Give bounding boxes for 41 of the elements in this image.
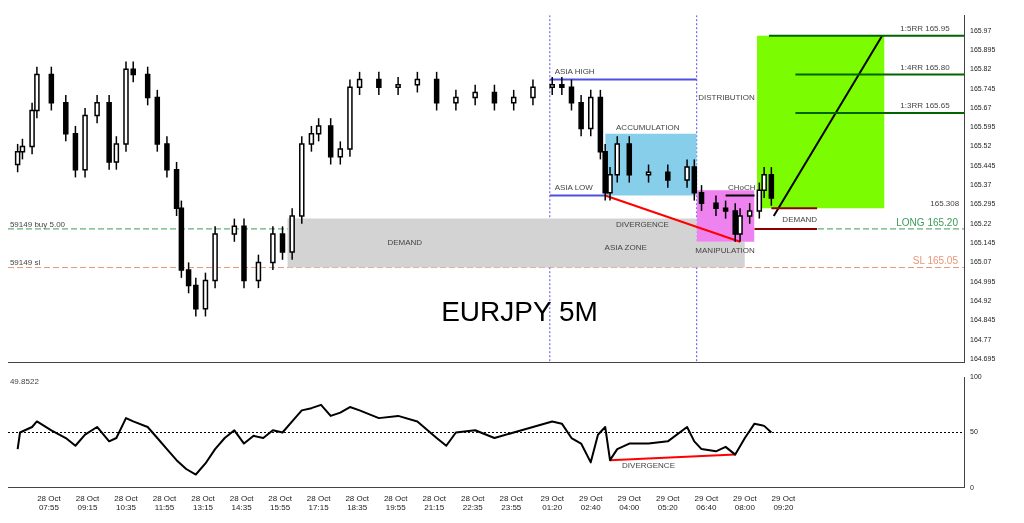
annotation: DEMAND — [782, 215, 818, 225]
x-tick-label: 28 Oct 10:35 — [114, 493, 139, 513]
ref-line-label: LONG 165.20 — [896, 216, 959, 228]
x-tick-label: 28 Oct 23:55 — [499, 493, 524, 513]
annotation: 1:5RR 165.95 — [900, 24, 951, 34]
x-tick-label: 28 Oct 18:35 — [345, 493, 370, 513]
x-tick-label: 28 Oct 19:55 — [383, 493, 409, 513]
annotation: 165.308 — [930, 198, 960, 208]
x-tick-label: 29 Oct 04:00 — [617, 493, 642, 513]
annotation: ASIA LOW — [554, 182, 594, 192]
x-tick-label: 28 Oct 14:35 — [229, 493, 255, 513]
annotation: 49.8522 — [9, 376, 40, 386]
x-tick-label: 28 Oct 21:15 — [422, 493, 447, 513]
annotation: 59149 buy 5.00 — [9, 220, 66, 230]
ref-line-label: SL 165.05 — [912, 255, 959, 267]
annotation: DIVERGENCE — [616, 220, 669, 230]
annotation: 1:3RR 165.65 — [900, 101, 951, 111]
text: EURJPY 5M — [441, 295, 598, 327]
x-tick-label: 28 Oct 11:55 — [152, 493, 178, 513]
x-tick-label: 29 Oct 05:20 — [656, 493, 681, 513]
x-tick-label: 29 Oct 06:40 — [694, 493, 719, 513]
annotation: ACCUMULATION — [616, 123, 680, 133]
annotation: DEMAND — [387, 238, 423, 248]
x-tick-label: 29 Oct 08:00 — [733, 493, 758, 513]
x-tick-label: 28 Oct 17:15 — [306, 493, 332, 513]
annotation: 1:4RR 165.80 — [900, 63, 951, 73]
annotation: ASIA HIGH — [554, 66, 595, 76]
annotation: DIVERGENCE — [622, 460, 675, 470]
annotation: DISTRIBUTION — [698, 93, 755, 103]
x-tick-label: 28 Oct 09:15 — [75, 493, 101, 513]
x-tick-label: 29 Oct 01:20 — [540, 493, 565, 513]
x-tick-label: 28 Oct 15:55 — [268, 493, 293, 513]
annotation: ASIA ZONE — [604, 242, 647, 252]
x-tick-label: 29 Oct 09:20 — [771, 493, 796, 513]
annotation: 59149 sl — [9, 258, 41, 268]
annotation: CHoCH — [728, 182, 756, 192]
annotation: MANIPULATION — [695, 245, 755, 255]
x-tick-label: 28 Oct 13:15 — [191, 493, 216, 513]
x-tick-label: 28 Oct 22:35 — [460, 493, 486, 513]
x-tick-label: 28 Oct 07:55 — [37, 493, 62, 513]
x-tick-label: 29 Oct 02:40 — [578, 493, 604, 513]
